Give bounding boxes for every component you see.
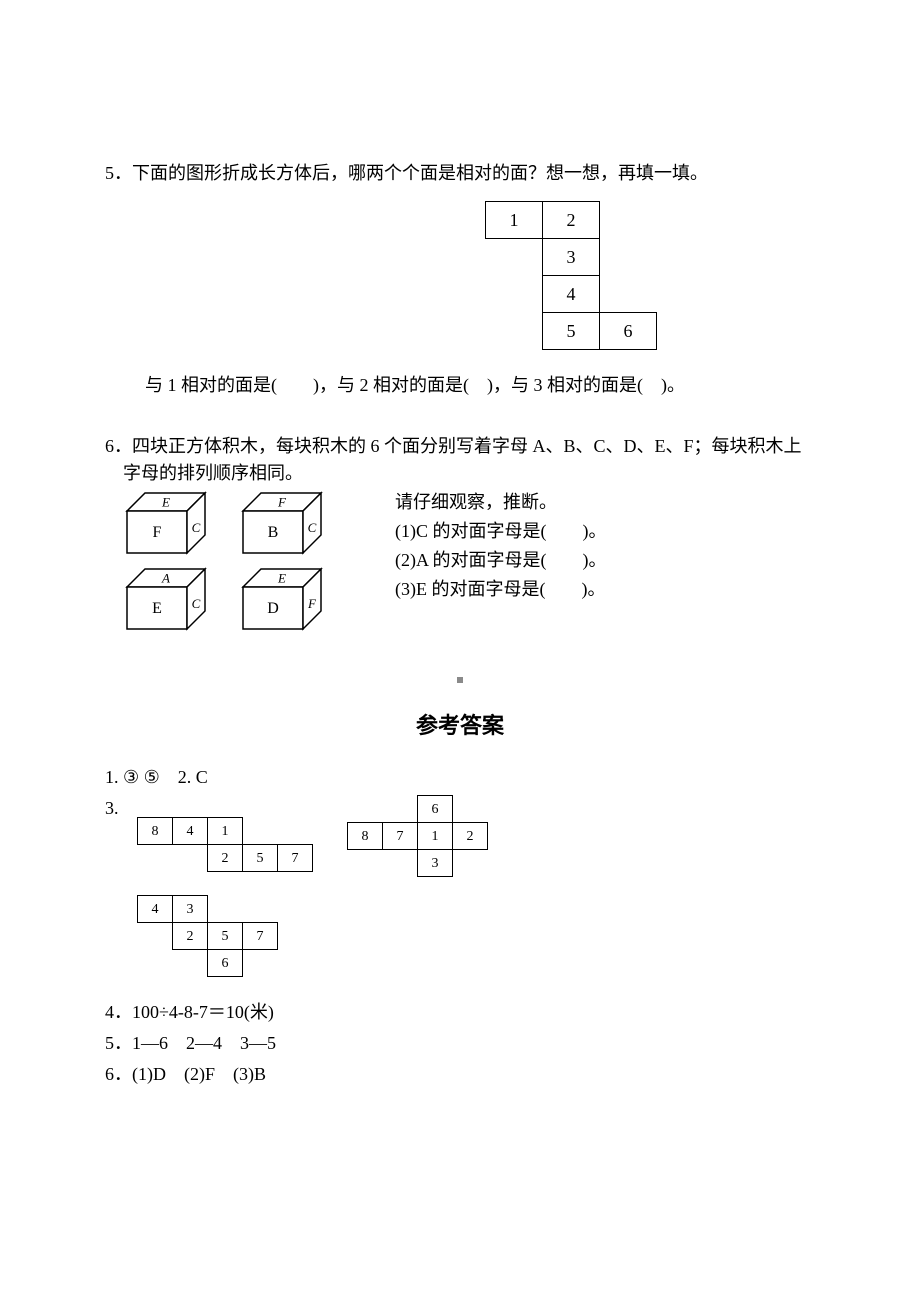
net-cell: 4 [173,818,208,845]
cube-icon: EF C [125,491,207,555]
answer-net: 841257 [137,817,347,872]
net-cell [138,923,173,950]
svg-text:E: E [152,600,162,617]
svg-text:F: F [277,495,287,510]
net-cell [138,845,173,872]
svg-text:D: D [267,600,279,617]
net-cell [173,950,208,977]
net-cell: 3 [173,896,208,923]
net-cell: 3 [543,239,600,276]
q5-fill-blanks: 与 1 相对的面是( )，与 2 相对的面是( )，与 3 相对的面是( )。 [145,372,815,399]
q6-prompt-line1: 6．四块正方体积木，每块积木的 6 个面分别写着字母 A、B、C、D、E、F；每… [105,433,815,460]
cube-icon: FB C [241,491,323,555]
net-cell: 7 [383,823,418,850]
q5-prompt: 5．下面的图形折成长方体后，哪两个个面是相对的面？想一想，再填一填。 [105,160,815,187]
q6-item-2: (2)A 的对面字母是( )。 [395,547,606,574]
net-cell: 1 [418,823,453,850]
net-cell: 5 [208,923,243,950]
q6-cubes-figure: EFCFBCAECEDF [105,487,385,631]
net-cell [383,796,418,823]
net-cell [278,818,313,845]
question-6: 6．四块正方体积木，每块积木的 6 个面分别写着字母 A、B、C、D、E、F；每… [105,433,815,631]
svg-text:E: E [161,495,170,510]
net-cell: 6 [208,950,243,977]
net-cell [173,845,208,872]
net-cell: 6 [418,796,453,823]
net-cell: 7 [243,923,278,950]
net-cell [313,845,348,872]
answer-3-label: 3. [105,795,137,822]
net-cell [600,276,657,313]
section-divider [105,665,815,709]
answer-6: 6．(1)D (2)F (3)B [105,1061,815,1088]
q6-item-1: (1)C 的对面字母是( )。 [395,518,606,545]
q6-number: 6． [105,436,132,456]
svg-text:C: C [308,520,317,535]
net-cell: 8 [348,823,383,850]
net-cell [486,313,543,350]
net-cell: 7 [278,845,313,872]
answer-3-figures: 841257687123432576 [137,795,537,995]
net-cell: 5 [543,313,600,350]
svg-text:C: C [192,596,201,611]
net-cell [486,276,543,313]
svg-text:F: F [307,596,317,611]
net-cell [348,850,383,877]
net-cell [600,239,657,276]
net-cell: 2 [453,823,488,850]
net-cell: 2 [173,923,208,950]
q5-number: 5． [105,163,132,183]
net-cell [243,896,278,923]
net-cell [600,202,657,239]
q6-prompt-l1: 四块正方体积木，每块积木的 6 个面分别写着字母 A、B、C、D、E、F；每块积… [132,436,802,456]
q6-prompt-line2: 字母的排列顺序相同。 [105,460,815,487]
net-cell [348,796,383,823]
net-cell: 5 [243,845,278,872]
net-cell: 4 [543,276,600,313]
q6-right-column: 请仔细观察，推断。 (1)C 的对面字母是( )。 (2)A 的对面字母是( )… [385,487,606,605]
q6-item-3: (3)E 的对面字母是( )。 [395,576,606,603]
cube-icon: AE C [125,567,207,631]
net-cell: 6 [600,313,657,350]
answer-net: 432576 [137,895,278,977]
net-cell [208,896,243,923]
divider-dot-icon [457,677,463,683]
net-cell [243,950,278,977]
answer-net: 6 87123 [347,795,488,877]
net-cell: 1 [486,202,543,239]
net-cell: 3 [418,850,453,877]
svg-text:F: F [153,524,162,541]
answer-4: 4．100÷4-8-7＝10(米) [105,999,815,1026]
cube-icon: ED F [241,567,323,631]
net-cell [383,850,418,877]
svg-text:B: B [268,524,279,541]
net-cell: 4 [138,896,173,923]
answer-1-2: 1. ③ ⑤ 2. C [105,764,815,791]
cubes-row: AECEDF [125,567,385,631]
net-cell [138,950,173,977]
svg-text:E: E [277,571,286,586]
question-5: 5．下面的图形折成长方体后，哪两个个面是相对的面？想一想，再填一填。 12345… [105,160,815,399]
svg-text:C: C [192,520,201,535]
answer-3: 3. 841257687123432576 [105,795,815,995]
answer-5: 5．1—6 2—4 3—5 [105,1030,815,1057]
net-cell [243,818,278,845]
q5-prompt-text: 下面的图形折成长方体后，哪两个个面是相对的面？想一想，再填一填。 [132,163,708,183]
answers-title: 参考答案 [105,709,815,742]
q6-right-intro: 请仔细观察，推断。 [395,489,606,516]
cubes-row: EFCFBC [125,491,385,555]
svg-text:A: A [161,571,170,586]
net-cell: 8 [138,818,173,845]
net-cell: 2 [543,202,600,239]
q5-net-figure: 123456 [485,201,657,350]
net-cell [313,818,348,845]
net-cell [453,796,488,823]
net-cell [453,850,488,877]
net-cell: 2 [208,845,243,872]
net-cell [486,239,543,276]
net-cell: 1 [208,818,243,845]
